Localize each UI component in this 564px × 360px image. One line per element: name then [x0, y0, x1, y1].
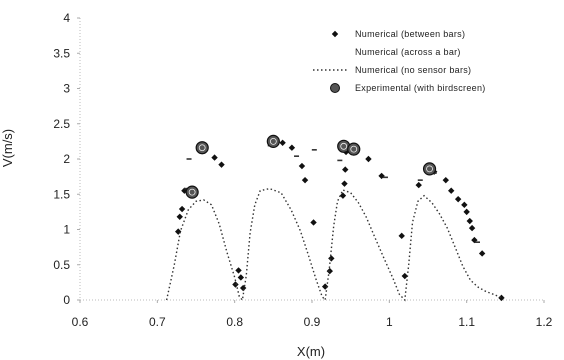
data-point: [239, 284, 247, 292]
data-point: [463, 208, 470, 216]
data-point: [454, 195, 462, 203]
data-point: [448, 187, 455, 194]
legend-label: Numerical (no sensor bars): [355, 65, 471, 75]
tick-labels: 0 0.5 1 1.5 2 2.5 3 3.5 4 0.6 0.7 0.8 0.9 1 1.1 1.2: [53, 11, 552, 329]
data-point-ring: [350, 145, 358, 153]
y-tick-label: 2.5: [53, 117, 70, 131]
data-point: [185, 185, 199, 199]
data-point: [341, 180, 348, 187]
data-point: [298, 162, 306, 170]
series-3: [185, 134, 437, 199]
x-tick-label: 1.1: [458, 315, 475, 329]
data-point: [301, 176, 309, 184]
legend-label: Numerical (across a bar): [355, 47, 461, 57]
y-tick-label: 1.5: [53, 187, 70, 201]
y-tick-label: 1: [63, 223, 70, 237]
legend-label: Experimental (with birdscreen): [355, 83, 486, 93]
data-point-ring: [188, 188, 196, 196]
data-point: [347, 142, 361, 156]
data-point: [235, 267, 242, 274]
legend-item-1: Numerical (across a bar): [355, 47, 461, 57]
data-point: [401, 272, 408, 280]
series-2: [165, 187, 505, 302]
x-tick-label: 1: [386, 315, 393, 329]
data-point: [288, 144, 296, 151]
data-point-ring: [198, 144, 206, 152]
data-point: [328, 255, 335, 262]
legend-marker: [330, 83, 340, 93]
data-point: [232, 281, 239, 288]
data-point-ring: [340, 142, 348, 150]
data-point: [339, 192, 347, 199]
data-point: [365, 155, 372, 163]
y-tick-label: 3.5: [53, 46, 70, 60]
legend-item-0: Numerical (between bars): [331, 29, 465, 39]
data-point: [398, 232, 405, 240]
data-point: [218, 161, 225, 168]
data-point-ring: [426, 165, 433, 173]
data-point: [211, 154, 218, 161]
data-point: [195, 141, 209, 155]
data-point: [176, 213, 183, 221]
y-tick-label: 0: [63, 293, 70, 307]
y-tick-label: 3: [63, 82, 70, 96]
x-tick-label: 0.6: [72, 315, 89, 329]
data-point: [266, 134, 280, 148]
data-point: [378, 172, 385, 180]
x-tick-label: 0.8: [226, 315, 243, 329]
data-point: [237, 274, 245, 281]
data-point: [310, 219, 317, 226]
series-0: [175, 139, 505, 302]
y-axis-label: V(m/s): [0, 129, 15, 167]
data-point-ring: [269, 137, 277, 145]
data-point: [178, 205, 186, 213]
data-point: [468, 224, 476, 232]
data-point: [342, 166, 349, 173]
series-line: [165, 187, 505, 302]
data-point: [466, 217, 473, 225]
data-point: [415, 181, 422, 189]
data-point: [326, 267, 333, 275]
series-1: [184, 144, 480, 243]
y-tick-label: 0.5: [53, 258, 70, 272]
axes: [77, 17, 545, 303]
plot-area: [165, 134, 505, 302]
x-tick-label: 1.2: [536, 315, 553, 329]
y-tick-label: 4: [63, 11, 70, 25]
data-point: [321, 283, 329, 290]
legend-marker: [331, 30, 339, 38]
legend-label: Numerical (between bars): [355, 29, 465, 39]
data-point: [461, 201, 468, 209]
x-axis-label: X(m): [297, 344, 325, 359]
legend: Numerical (between bars) Numerical (acros…: [313, 29, 486, 93]
x-tick-label: 0.9: [304, 315, 321, 329]
y-tick-label: 2: [63, 152, 70, 166]
data-point: [279, 139, 286, 146]
data-point: [442, 176, 449, 184]
legend-item-2: Numerical (no sensor bars): [313, 65, 471, 75]
data-point: [422, 162, 437, 176]
x-tick-label: 0.7: [149, 315, 166, 329]
legend-item-3: Experimental (with birdscreen): [330, 83, 486, 93]
data-point: [478, 250, 486, 257]
data-point: [175, 228, 182, 235]
